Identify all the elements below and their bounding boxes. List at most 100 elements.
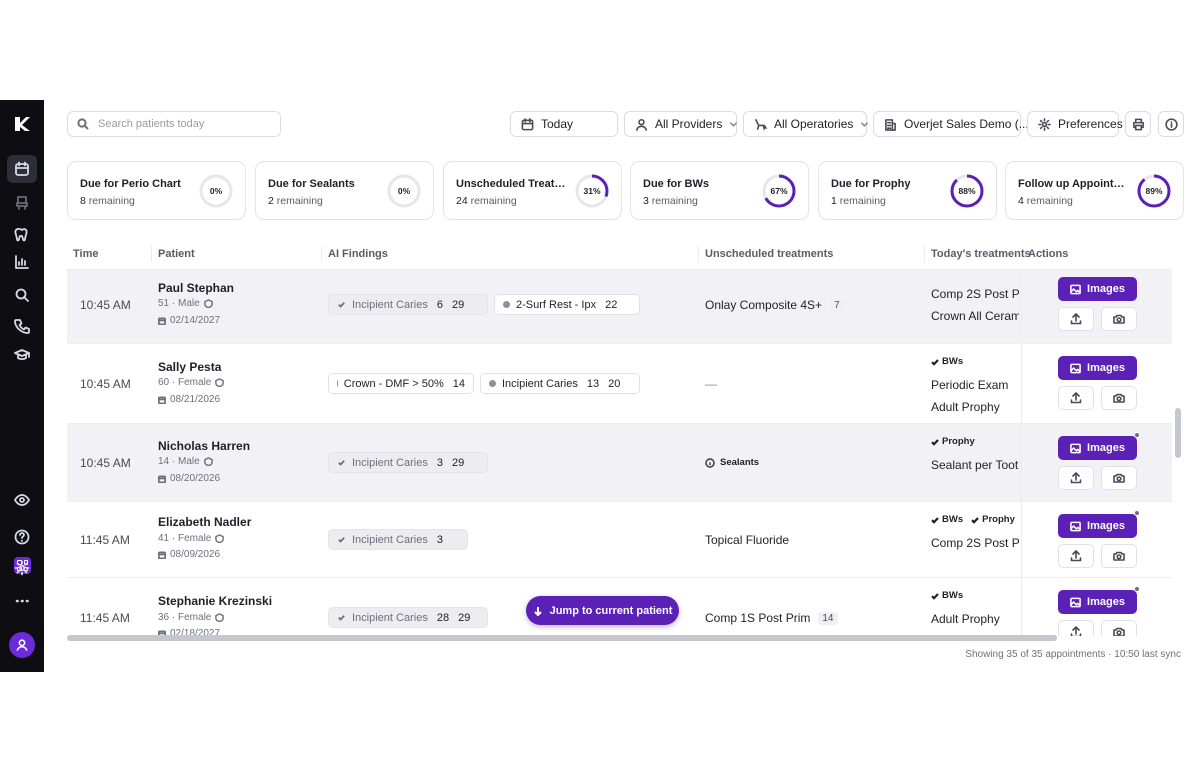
finding-label: Incipient Caries	[502, 377, 578, 390]
images-button[interactable]: Images	[1058, 510, 1140, 538]
card-title: Due for Sealants	[268, 178, 355, 190]
sidebar-item-visibility[interactable]	[7, 486, 37, 514]
calendar-icon	[15, 161, 29, 176]
camera-button[interactable]	[1101, 386, 1137, 410]
patient-meta: 51 · Male	[158, 298, 213, 309]
images-button[interactable]: Images	[1058, 586, 1140, 614]
finding-chip[interactable]: Incipient Caries 6 29	[328, 294, 488, 315]
print-button[interactable]	[1125, 111, 1151, 137]
image-icon	[1070, 521, 1081, 531]
avatar[interactable]	[9, 632, 35, 658]
sidebar-item-learning[interactable]	[7, 341, 37, 369]
patient-name[interactable]: Sally Pesta	[158, 360, 222, 374]
upload-button[interactable]	[1058, 307, 1094, 331]
office-dropdown[interactable]: Overjet Sales Demo (...	[873, 111, 1029, 137]
summary-card[interactable]: Due for BWs 3 remaining 67%	[630, 161, 809, 220]
finding-label: Incipient Caries	[352, 611, 428, 624]
sidebar-item-operatories[interactable]	[7, 189, 37, 217]
check-icon	[931, 438, 939, 446]
finding-chip[interactable]: Incipient Caries 3	[328, 529, 468, 550]
column-header-today[interactable]: Today's treatments	[924, 246, 1031, 262]
finding-chip[interactable]: Incipient Caries 13 20	[480, 373, 640, 394]
column-header-unscheduled[interactable]: Unscheduled treatments	[698, 246, 833, 262]
camera-button[interactable]	[1101, 544, 1137, 568]
table-row[interactable]: 11:45 AM Elizabeth Nadler 41 · Female 08/09…	[67, 502, 1172, 578]
upload-button[interactable]	[1058, 466, 1094, 490]
card-subtitle: 3 remaining	[643, 195, 698, 207]
patient-name[interactable]: Nicholas Harren	[158, 439, 251, 453]
camera-button[interactable]	[1101, 466, 1137, 490]
column-header-patient[interactable]: Patient	[151, 246, 195, 262]
summary-card[interactable]: Due for Sealants 2 remaining 0%	[255, 161, 434, 220]
upload-button[interactable]	[1058, 386, 1094, 410]
help-icon	[14, 529, 30, 545]
operatories-dropdown[interactable]: All Operatories	[743, 111, 869, 137]
table-row[interactable]: 10:45 AM Paul Stephan 51 · Male 02/14/2027 I…	[67, 270, 1172, 344]
finding-chip[interactable]: Incipient Caries 28 29	[328, 607, 488, 628]
overjet-logo[interactable]	[12, 114, 32, 134]
providers-dropdown[interactable]: All Providers	[624, 111, 738, 137]
patient-name[interactable]: Paul Stephan	[158, 281, 235, 295]
calendar-icon	[158, 551, 166, 559]
sidebar-item-calls[interactable]	[7, 312, 37, 340]
sidebar-item-more[interactable]	[7, 587, 37, 615]
today-tag: Prophy	[931, 436, 975, 447]
tooth-number: 22	[605, 298, 618, 311]
camera-icon	[1113, 314, 1125, 324]
tooth-number: 13	[586, 377, 600, 390]
summary-card[interactable]: Due for Prophy 1 remaining 88%	[818, 161, 997, 220]
summary-card[interactable]: Due for Perio Chart 8 remaining 0%	[67, 161, 246, 220]
finding-chip[interactable]: Crown - DMF > 50% 14	[328, 373, 474, 394]
office-label: Overjet Sales Demo (...	[904, 117, 1029, 131]
column-header-time[interactable]: Time	[73, 248, 99, 260]
preferences-button[interactable]: Preferences	[1027, 111, 1123, 137]
column-header-ai-findings[interactable]: AI Findings	[321, 246, 388, 262]
patient-date: 08/20/2026	[158, 473, 220, 484]
patient-name[interactable]: Elizabeth Nadler	[158, 515, 252, 529]
search-input[interactable]	[98, 118, 268, 130]
today-tag: BWs	[931, 514, 963, 525]
sidebar-item-settings[interactable]	[7, 554, 37, 582]
upload-icon	[1070, 472, 1082, 484]
phone-icon	[14, 319, 30, 334]
search-icon	[77, 118, 89, 130]
sidebar-item-analytics[interactable]	[7, 248, 37, 276]
finding-dot	[489, 380, 496, 387]
vertical-scrollbar[interactable]	[1175, 408, 1181, 458]
image-icon	[1070, 443, 1081, 453]
upload-button[interactable]	[1058, 544, 1094, 568]
unscheduled-count: 14	[818, 611, 838, 625]
info-button[interactable]	[1158, 111, 1184, 137]
progress-ring: 31%	[575, 174, 609, 208]
images-button[interactable]: Images	[1058, 432, 1140, 460]
sidebar-item-schedule[interactable]	[7, 155, 37, 183]
footer-status: Showing 35 of 35 appointments · 10:50 la…	[965, 649, 1181, 660]
table-row[interactable]: 10:45 AM Nicholas Harren 14 · Male 08/20/20…	[67, 424, 1172, 502]
table-row[interactable]: 10:45 AM Sally Pesta 60 · Female 08/21/2026…	[67, 344, 1172, 424]
upload-icon	[1070, 313, 1082, 325]
card-percent: 0%	[209, 186, 223, 196]
images-button[interactable]: Images	[1058, 277, 1137, 301]
jump-to-current-button[interactable]: Jump to current patient	[526, 596, 679, 625]
calendar-icon	[158, 396, 166, 404]
date-picker-button[interactable]: Today	[510, 111, 618, 137]
camera-button[interactable]	[1101, 307, 1137, 331]
search-box[interactable]	[67, 111, 281, 137]
check-icon	[338, 615, 345, 621]
finding-chip[interactable]: 2-Surf Rest - Ipx 22	[494, 294, 640, 315]
camera-icon	[1113, 551, 1125, 561]
summary-card[interactable]: Unscheduled Treatm... 24 remaining 31%	[443, 161, 622, 220]
sidebar-item-patients[interactable]	[7, 221, 37, 249]
sidebar-item-search[interactable]	[7, 281, 37, 309]
table-row[interactable]: 11:45 AM Stephanie Krezinski 36 · Female 02…	[67, 578, 1172, 636]
summary-card[interactable]: Follow up Appointme... 4 remaining 89%	[1005, 161, 1184, 220]
card-title: Unscheduled Treatm...	[456, 178, 568, 190]
finding-chip[interactable]: Incipient Caries 3 29	[328, 452, 488, 473]
patient-name[interactable]: Stephanie Krezinski	[158, 594, 273, 608]
row-actions: Images	[1021, 424, 1172, 501]
camera-button[interactable]	[1101, 620, 1137, 636]
images-button[interactable]: Images	[1058, 356, 1137, 380]
upload-button[interactable]	[1058, 620, 1094, 636]
sidebar-item-help[interactable]	[7, 523, 37, 551]
horizontal-scrollbar[interactable]	[67, 635, 1057, 641]
